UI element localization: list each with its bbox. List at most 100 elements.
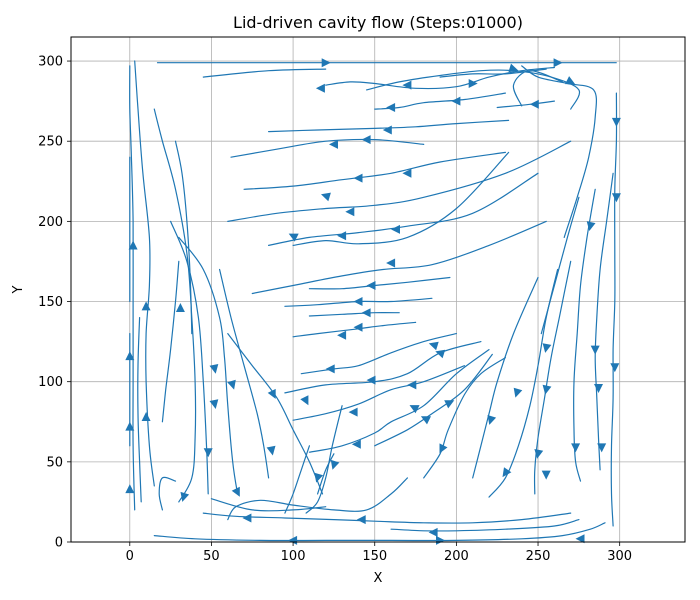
streamline-arrow: [231, 486, 240, 497]
streamline-arrow: [366, 281, 376, 290]
streamline-arrow: [175, 303, 185, 312]
streamline-arrow: [337, 330, 347, 340]
streamline-arrow: [361, 308, 371, 318]
chart-title: Lid-driven cavity flow (Steps:01000): [233, 13, 523, 32]
plot-frame: [70, 36, 686, 543]
streamline-arrow: [141, 412, 151, 421]
streamline: [158, 476, 177, 511]
streamline-arrow: [610, 363, 620, 373]
x-tick-label: 250: [526, 549, 551, 564]
streamline-arrow: [542, 384, 552, 395]
streamline: [305, 405, 343, 514]
streamline: [153, 522, 606, 542]
streamline: [284, 341, 482, 394]
streamline-arrow: [541, 470, 551, 480]
streamline-arrow: [330, 459, 340, 470]
streamline: [268, 119, 510, 133]
streamline-arrow: [436, 535, 445, 545]
streamline-arrow: [391, 224, 400, 234]
streamline-arrow: [353, 297, 363, 306]
streamline: [129, 65, 136, 511]
streamline-arrow: [542, 343, 552, 353]
streamline-arrow: [451, 96, 461, 106]
streamline: [174, 140, 193, 335]
streamline-arrow: [288, 233, 299, 242]
streamline-arrow: [386, 258, 396, 268]
streamline-arrow: [321, 192, 331, 202]
grid-lines: [71, 37, 685, 543]
streamline: [512, 70, 564, 107]
streamline-arrow: [553, 58, 563, 68]
streamline-arrow: [209, 399, 219, 409]
x-axis-label: X: [374, 571, 383, 586]
streamline-arrow: [267, 388, 276, 399]
streamline-arrow: [125, 484, 135, 494]
x-tick-label: 0: [126, 549, 134, 564]
streamline-arrow: [611, 193, 621, 203]
streamline-arrow: [468, 79, 478, 88]
streamline-arrow: [325, 364, 335, 374]
streamline: [243, 151, 506, 190]
streamline: [292, 365, 466, 421]
streamline-arrow: [428, 527, 438, 537]
streamline-arrow: [180, 491, 190, 502]
streamline-arrow: [402, 168, 412, 178]
streamline-arrow: [534, 449, 544, 459]
streamline-arrow: [597, 443, 607, 453]
streamline-arrow: [128, 240, 138, 250]
y-tick-label: 50: [46, 455, 63, 470]
streamline-arrow: [611, 117, 621, 127]
y-tick-label: 0: [55, 536, 63, 551]
streamline-arrow: [529, 99, 539, 109]
streamline: [325, 66, 555, 90]
streamline-arrow: [353, 173, 363, 183]
streamline-arrow: [348, 407, 358, 417]
streamline-arrow: [502, 467, 512, 478]
streamline-arrow: [487, 415, 497, 425]
x-tick-label: 150: [362, 549, 387, 564]
streamline: [178, 236, 239, 495]
streamline-arrow: [409, 405, 420, 414]
streamline: [134, 60, 155, 487]
streamline-arrow: [435, 349, 446, 359]
streamlines: [125, 58, 621, 545]
streamline-arrow: [594, 384, 603, 393]
streamline: [251, 220, 547, 295]
streamline-arrow: [353, 322, 363, 332]
streamline-arrow: [242, 513, 252, 523]
streamline-arrow: [321, 58, 331, 68]
streamline-arrow: [227, 379, 236, 390]
x-axis-ticks: 0 50 100 150 200 250 300: [126, 542, 632, 564]
streamline-arrow: [586, 221, 596, 231]
streamline-arrow: [428, 341, 439, 351]
streamline-arrow: [402, 80, 412, 90]
streamline-arrow: [351, 439, 361, 449]
x-tick-label: 50: [203, 549, 220, 564]
streamline: [308, 276, 451, 290]
streamline-arrow: [565, 76, 576, 85]
streamline-arrow: [361, 135, 371, 145]
streamline-arrow: [356, 515, 366, 525]
streamline: [292, 151, 510, 246]
streamline-arrow: [439, 443, 448, 454]
x-tick-label: 200: [444, 549, 469, 564]
y-tick-label: 300: [38, 55, 63, 70]
streamline: [230, 138, 425, 158]
x-tick-label: 100: [281, 549, 306, 564]
streamline-arrow: [125, 421, 135, 431]
streamline-arrow: [315, 83, 325, 93]
streamline: [292, 321, 417, 338]
streamline: [540, 196, 580, 335]
streamline: [268, 172, 539, 246]
streamline-arrow: [203, 448, 213, 458]
streamline: [423, 357, 506, 479]
streamline: [317, 453, 335, 495]
streamline-arrow: [337, 231, 347, 241]
streamline: [202, 512, 572, 524]
streamline-arrow: [444, 400, 455, 409]
streamline: [521, 65, 598, 238]
streamline: [533, 260, 572, 495]
streamline: [137, 317, 142, 503]
